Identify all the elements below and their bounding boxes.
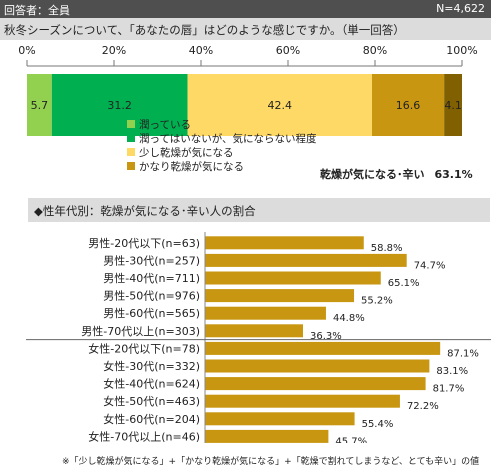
category-label: 女性-70代以上(n=46) [88, 429, 200, 443]
segment-value-label: 16.6 [396, 99, 421, 112]
summary: 乾燥が気になる･辛い 63.1% [320, 166, 473, 182]
bar [205, 377, 426, 391]
bar-value-label: 55.4% [362, 419, 394, 430]
category-label: 女性-50代(n=463) [103, 394, 200, 408]
question-bar: 秋冬シーズンについて、「あなたの唇」はどのような感じですか。（単一回答） [0, 18, 491, 40]
bar [205, 253, 407, 267]
bar [205, 324, 304, 338]
bar-value-label: 44.8% [333, 313, 365, 324]
header-bar: 回答者：全員 N=4,622 [0, 0, 491, 18]
axis-tick-label: 40% [189, 44, 213, 57]
axis-tick-label: 100% [446, 44, 477, 57]
axis-tick-label: 20% [102, 44, 126, 57]
bar [205, 236, 364, 250]
category-label: 女性-60代(n=204) [103, 412, 200, 426]
category-label: 女性-30代(n=332) [103, 359, 200, 373]
category-label: 女性-20代以下(n=78) [88, 341, 200, 355]
bar [205, 341, 441, 355]
category-label: 男性-60代(n=565) [103, 306, 200, 320]
category-label: 男性-40代(n=711) [103, 271, 200, 285]
stacked-segment [51, 74, 188, 136]
sample-size: N=4,622 [436, 2, 485, 15]
stacked-segment [27, 74, 52, 136]
legend-swatch [127, 134, 135, 142]
bar-value-label: 65.1% [388, 278, 420, 289]
segment-value-label: 5.7 [31, 99, 49, 112]
category-label: 男性-70代以上(n=303) [81, 324, 200, 338]
category-label: 女性-40代(n=624) [103, 377, 200, 391]
axis-tick-label: 0% [18, 44, 35, 57]
axis-tick-label: 60% [276, 44, 300, 57]
legend-swatch [127, 162, 135, 170]
bar [205, 289, 355, 303]
bar [205, 306, 326, 320]
section-title: ◆性年代別：乾燥が気になる･辛い人の割合 [34, 204, 256, 218]
bar [205, 412, 355, 426]
segment-value-label: 4.1 [444, 99, 462, 112]
legend-swatch [127, 120, 135, 128]
category-label: 男性-50代(n=976) [103, 289, 200, 303]
bar-value-label: 45.7% [335, 436, 367, 443]
stacked-segment [371, 74, 445, 136]
bar-value-label: 83.1% [436, 366, 468, 377]
bar-value-label: 55.2% [361, 296, 393, 307]
bar [205, 429, 329, 443]
bar [205, 359, 430, 373]
bar-value-label: 72.2% [407, 401, 439, 412]
stacked-bar-chart: 0% 20% 40% 60% 80% 100% 5.7 31.2 42.4 16.6 4.1 潤ってい… [18, 44, 477, 173]
bar-value-label: 81.7% [433, 384, 465, 395]
legend-label: 少し乾燥が気になる [139, 146, 234, 159]
question-text: 秋冬シーズンについて、「あなたの唇」はどのような感じですか。（単一回答） [4, 23, 405, 37]
legend-label: 潤ってはいないが、気にならない程度 [139, 132, 317, 145]
legend-label: かなり乾燥が気になる [139, 160, 244, 173]
bar-value-label: 58.8% [371, 243, 403, 254]
legend-label: 潤っている [139, 119, 191, 131]
bar [205, 394, 400, 408]
category-label: 男性-30代(n=257) [103, 253, 200, 267]
segment-value-label: 31.2 [107, 99, 132, 112]
horizontal-bar-chart: 男性-20代以下(n=63) 58.8% 男性-30代(n=257) 74.7% 男性-… [26, 232, 491, 443]
axis-tick-label: 80% [363, 44, 387, 57]
bar-value-label: 87.1% [447, 348, 479, 359]
segment-value-label: 42.4 [267, 99, 292, 112]
respondents-label: 回答者：全員 [4, 4, 70, 17]
footnote: ※「少し乾燥が気になる」+「かなり乾燥が気になる」+「乾燥で割れてしまうなど、と… [62, 457, 480, 467]
bar-value-label: 74.7% [414, 260, 446, 271]
stacked-segment [444, 74, 462, 136]
bar [205, 271, 381, 285]
summary-label: 乾燥が気になる･辛い [320, 168, 425, 181]
summary-value: 63.1% [434, 168, 473, 181]
section-header: ◆性年代別：乾燥が気になる･辛い人の割合 [28, 198, 490, 222]
category-label: 男性-20代以下(n=63) [88, 236, 200, 250]
legend-swatch [127, 148, 135, 156]
stacked-segment [187, 74, 372, 136]
bar-value-label: 36.3% [310, 331, 342, 342]
